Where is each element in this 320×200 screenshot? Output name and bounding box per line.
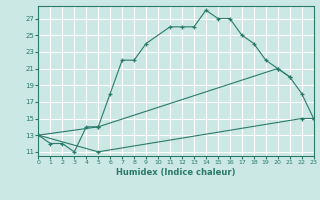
X-axis label: Humidex (Indice chaleur): Humidex (Indice chaleur) [116, 168, 236, 177]
